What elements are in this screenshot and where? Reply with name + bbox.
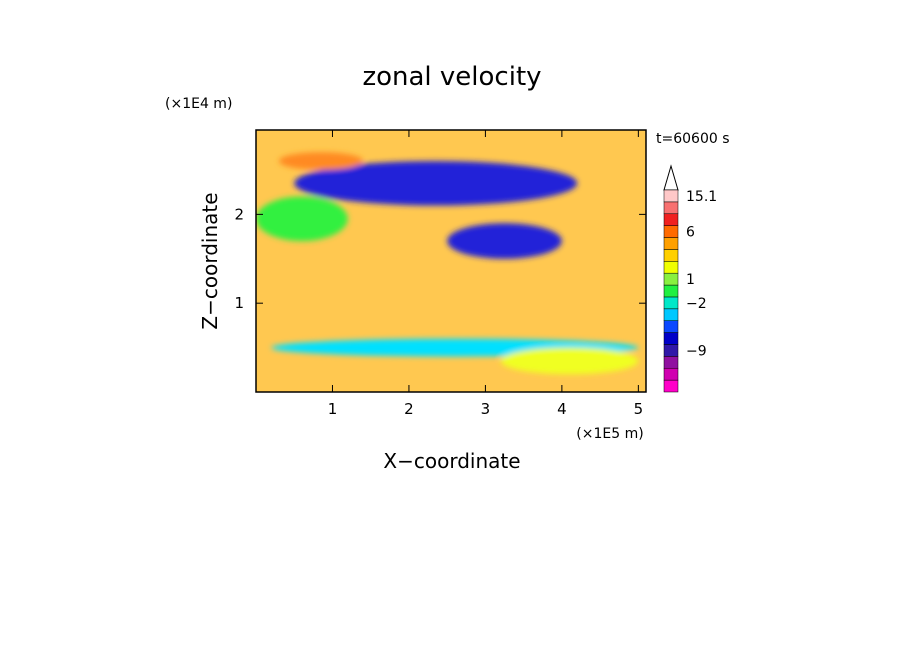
colorbar-swatch — [663, 344, 679, 357]
colorbar-swatch — [663, 225, 679, 238]
colorbar-swatch — [663, 249, 679, 262]
colorbar-swatch — [663, 296, 679, 310]
colorbar-labels: 15.1 6 1 −2 −9 — [686, 189, 717, 359]
x-tick-label: 4 — [557, 400, 567, 418]
y-tick-label: 1 — [234, 294, 244, 312]
colorbar-label: 1 — [686, 272, 695, 288]
x-axis-title: X−coordinate — [383, 449, 520, 473]
colorbar-arrow — [663, 164, 679, 191]
colorbar-swatch — [663, 272, 679, 286]
colorbar-swatch — [663, 189, 679, 203]
colorbar-swatch — [663, 237, 679, 250]
colorbar-swatch — [663, 320, 679, 333]
colorbar-swatch — [663, 367, 679, 381]
heatmap-bands — [256, 152, 639, 375]
colorbar-label: 15.1 — [686, 189, 717, 205]
field-band-0 — [294, 161, 578, 206]
x-unit-label: (×1E5 m) — [576, 426, 643, 442]
colorbar-label: 6 — [686, 225, 695, 241]
x-tick-label: 5 — [634, 400, 644, 418]
colorbar-swatch — [663, 379, 679, 393]
x-tick-label: 2 — [404, 400, 414, 418]
colorbar-swatch — [663, 308, 679, 321]
field-band-4 — [278, 152, 364, 170]
y-axis: 12 — [234, 205, 646, 312]
field-band-3 — [256, 196, 348, 242]
y-tick-label: 2 — [234, 205, 244, 223]
y-unit-label: (×1E4 m) — [165, 96, 232, 112]
time-label: t=60600 s — [656, 131, 730, 147]
heatmap-field — [256, 130, 646, 392]
colorbar-swatch — [663, 261, 679, 274]
field-band-5 — [500, 347, 639, 375]
field-band-1 — [447, 223, 562, 259]
colorbar-swatch — [663, 201, 679, 215]
colorbar-swatch — [663, 332, 679, 345]
colorbar-label: −2 — [686, 296, 707, 312]
y-axis-title: Z−coordinate — [198, 192, 222, 329]
colorbar-label: −9 — [686, 343, 707, 359]
chart-title: zonal velocity — [362, 62, 541, 92]
x-tick-label: 1 — [328, 400, 338, 418]
colorbar-swatch — [663, 284, 679, 298]
x-tick-label: 3 — [481, 400, 491, 418]
colorbar-swatch — [663, 356, 679, 369]
colorbar-swatch — [663, 213, 679, 226]
plot-frame — [255, 129, 647, 393]
colorbar — [663, 164, 679, 393]
x-axis: 1 2 3 4 5 — [328, 130, 643, 418]
